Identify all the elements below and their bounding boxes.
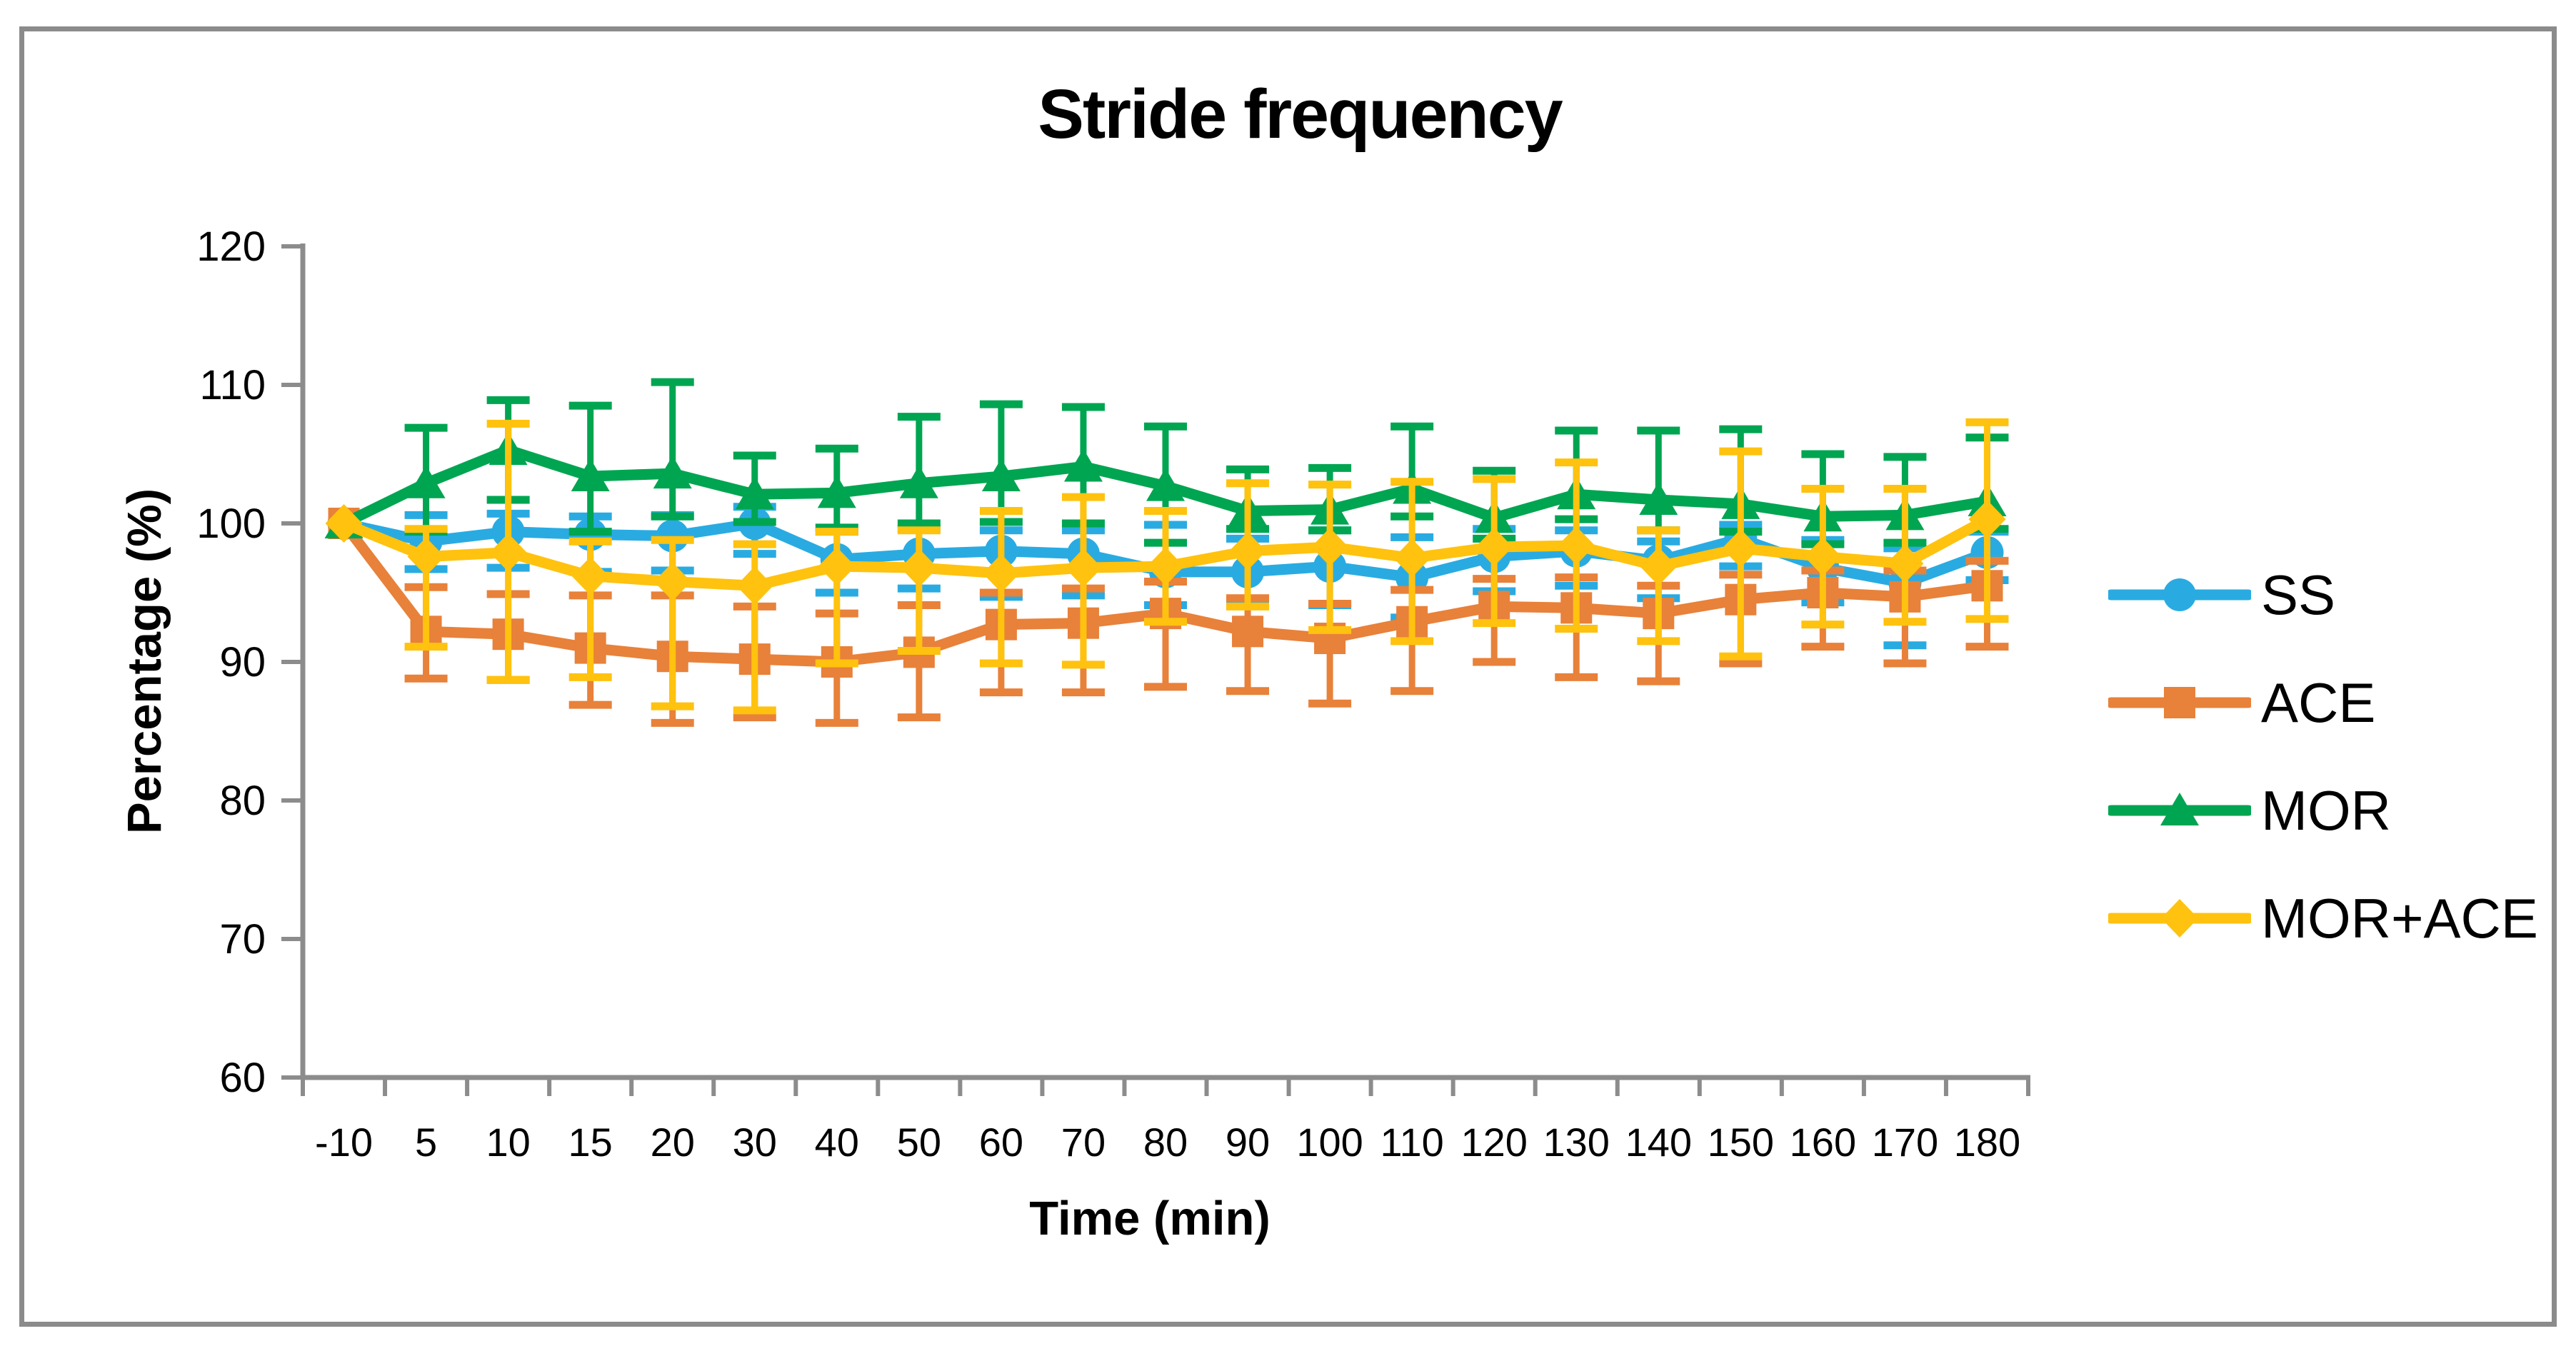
- legend-swatch-square-icon: [2108, 687, 2251, 718]
- axes: 120 110 100 90 80 70 60 -10 5 10 15 20 30 40 50 60 70 80 9…: [196, 224, 2030, 1165]
- y-tick-label: 80: [219, 778, 266, 824]
- x-tick-label: -10: [315, 1120, 373, 1165]
- mor-ace-marker: [900, 548, 938, 588]
- mor-marker: [653, 456, 692, 489]
- mor-ace-marker: [1229, 531, 1267, 571]
- legend-swatch-triangle-icon: [2108, 793, 2251, 825]
- x-axis-title: Time (min): [1029, 1192, 1271, 1245]
- error-bars-mor-ace: [404, 418, 2009, 715]
- legend-label: SS: [2261, 563, 2336, 626]
- x-tick-label: 40: [815, 1120, 859, 1165]
- mor-ace-marker: [1886, 544, 1924, 583]
- mor-ace-marker: [1147, 547, 1184, 586]
- y-tick-label: 110: [200, 362, 266, 408]
- mor-ace-marker: [1968, 500, 2006, 539]
- mor-ace-marker: [1722, 528, 1760, 568]
- x-tick-label: 50: [897, 1120, 941, 1165]
- mor-ace-marker: [325, 504, 363, 543]
- y-tick-label: 70: [219, 916, 266, 963]
- legend-item-ss: SS: [2108, 552, 2335, 638]
- mor-marker: [899, 465, 938, 498]
- legend-swatch-circle-icon: [2108, 578, 2251, 611]
- mor-ace-marker: [1640, 547, 1678, 586]
- legend-marker: [2161, 899, 2198, 938]
- legend-label: ACE: [2261, 671, 2376, 734]
- mor-ace-marker: [571, 556, 609, 596]
- legend-item-mor-ace: MOR+ACE: [2108, 875, 2538, 961]
- x-tick-label: 140: [1625, 1120, 1692, 1165]
- x-tick-label: 120: [1460, 1120, 1527, 1165]
- x-tick-label: 90: [1226, 1120, 1270, 1165]
- y-tick-label: 60: [219, 1055, 266, 1101]
- mor-marker: [571, 458, 610, 492]
- mor-ace-marker: [1064, 548, 1102, 588]
- x-tick-label: 110: [1380, 1120, 1444, 1165]
- mor-ace-marker: [1804, 537, 1842, 576]
- mor-marker: [1639, 482, 1678, 516]
- mor-ace-marker: [982, 553, 1020, 593]
- mor-ace-marker: [1311, 527, 1349, 566]
- x-tick-label: 15: [568, 1120, 613, 1165]
- ss-marker: [656, 519, 689, 553]
- legend-marker: [2164, 687, 2195, 718]
- mor-ace-marker: [489, 533, 527, 572]
- mor-marker: [817, 475, 856, 508]
- mor-marker: [735, 476, 774, 510]
- x-tick-label: 160: [1790, 1120, 1856, 1165]
- mor-ace-marker: [1558, 526, 1595, 566]
- series-mor-ace: [325, 418, 2009, 715]
- x-tick-label: 20: [651, 1120, 695, 1165]
- legend-marker: [2163, 578, 2196, 611]
- legend-swatch-diamond-icon: [2108, 899, 2251, 938]
- ace-marker: [1232, 616, 1264, 648]
- x-tick-label: 80: [1143, 1120, 1188, 1165]
- mor-ace-marker: [1393, 538, 1431, 578]
- x-tick-label: 130: [1543, 1120, 1610, 1165]
- x-tick-label: 180: [1954, 1120, 2020, 1165]
- x-tick-label: 30: [733, 1120, 777, 1165]
- mor-marker: [1063, 448, 1103, 482]
- x-tick-label: 150: [1708, 1120, 1774, 1165]
- y-tick-label: 100: [196, 501, 266, 547]
- chart-title: Stride frequency: [1038, 75, 1563, 153]
- y-tick-label: 120: [196, 224, 266, 270]
- x-tick-label: 170: [1872, 1120, 1938, 1165]
- mor-marker: [1146, 468, 1185, 501]
- mor-marker: [406, 465, 446, 498]
- x-tick-label: 70: [1061, 1120, 1106, 1165]
- mor-ace-marker: [653, 562, 691, 601]
- mor-ace-marker: [1475, 527, 1513, 566]
- x-tick-label: 10: [486, 1120, 530, 1165]
- legend-item-mor: MOR: [2108, 768, 2391, 853]
- x-tick-label: 100: [1296, 1120, 1363, 1165]
- x-tick-label: 5: [415, 1120, 437, 1165]
- y-tick-label: 90: [219, 639, 266, 685]
- mor-ace-marker: [818, 547, 856, 586]
- legend-marker: [2160, 793, 2199, 825]
- error-bars-mor: [404, 378, 2009, 548]
- mor-ace-marker: [407, 537, 445, 576]
- error-bars-ace: [404, 556, 2009, 727]
- legend-label: MOR: [2261, 778, 2391, 842]
- legend-item-ace: ACE: [2108, 660, 2375, 745]
- mor-ace-marker: [736, 566, 773, 606]
- legend-label: MOR+ACE: [2261, 886, 2538, 950]
- mor-marker: [981, 458, 1021, 492]
- x-tick-label: 60: [979, 1120, 1023, 1165]
